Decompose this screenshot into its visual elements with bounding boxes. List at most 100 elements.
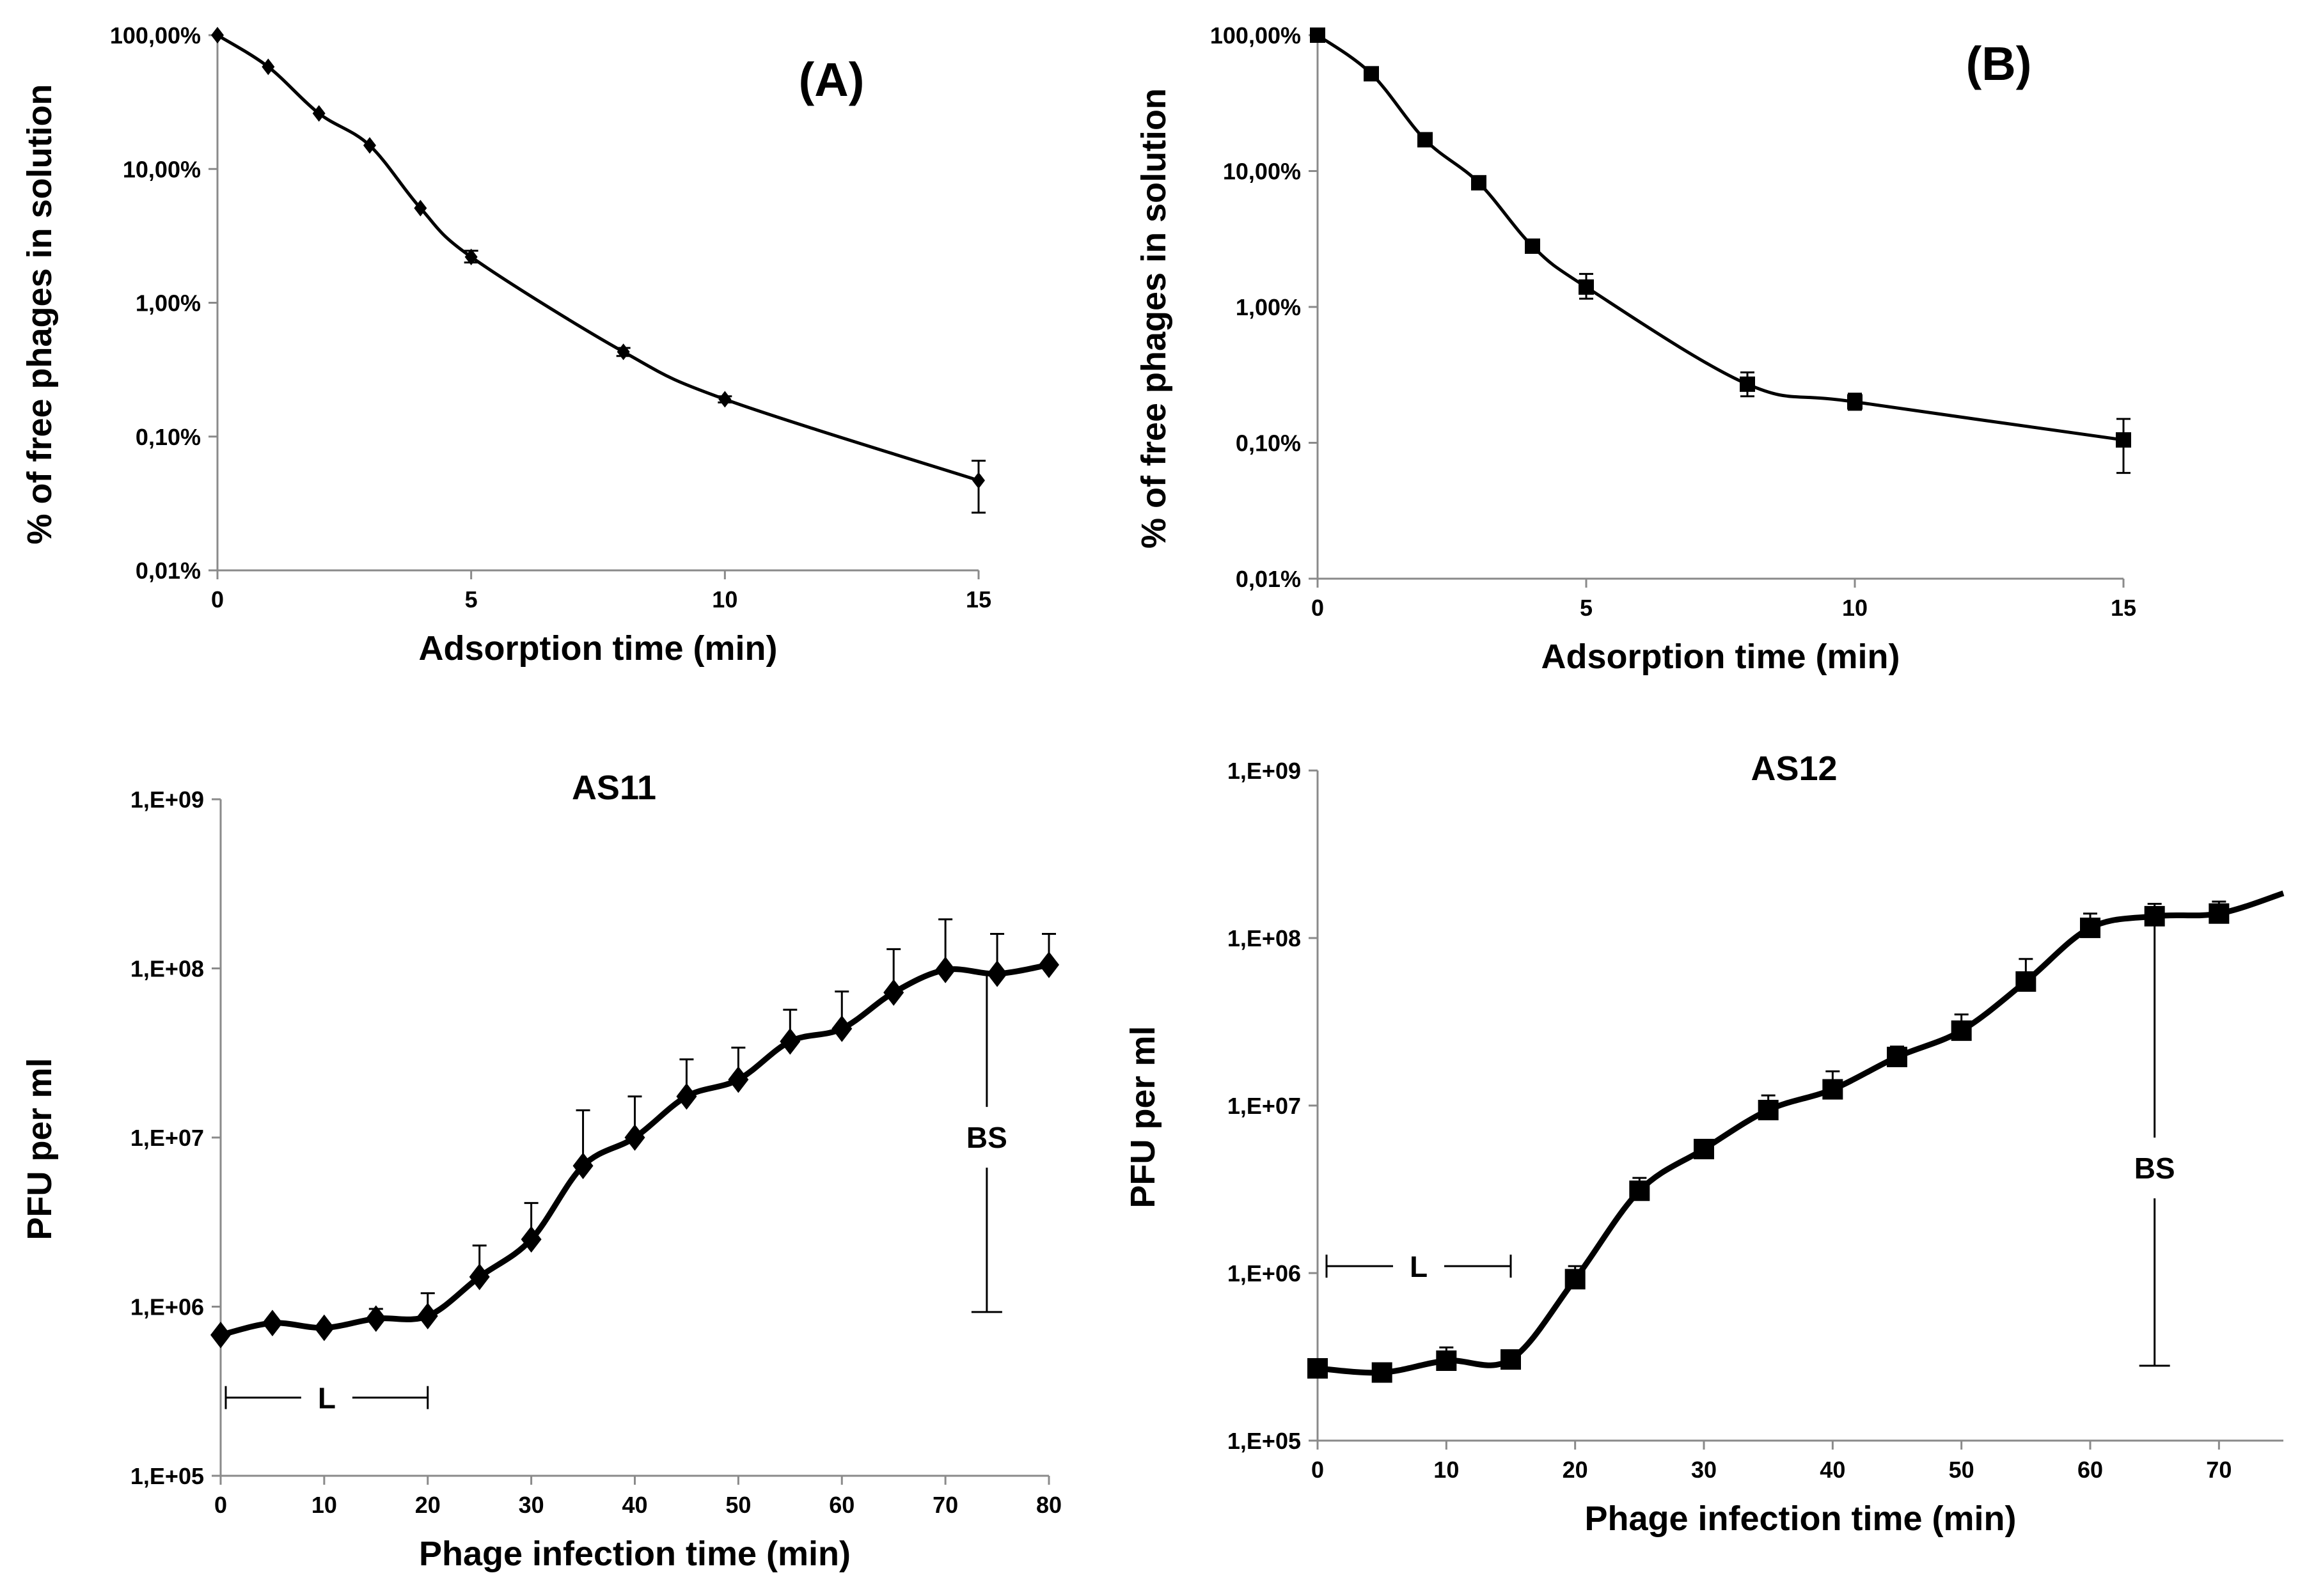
data-point (312, 105, 326, 122)
data-point (2080, 918, 2100, 939)
data-point (1525, 238, 1540, 254)
x-axis-label: Phage infection time (min) (1584, 1499, 2016, 1538)
x-axis-label: Adsorption time (min) (1541, 638, 1900, 676)
y-tick-label: 100,00% (1210, 22, 1301, 49)
data-point (2015, 971, 2036, 992)
x-tick-label: 60 (829, 1492, 855, 1518)
latency-label: L (318, 1382, 336, 1415)
x-tick-label: 0 (1311, 1457, 1324, 1483)
y-tick-label: 1,E+05 (1227, 1428, 1301, 1454)
data-point (1951, 1020, 1972, 1041)
panel-as11-growth-chart: 1,E+09 1,E+08 1,E+07 1,E+06 1,E+05 0 10 20 30 40 5… (20, 769, 1062, 1573)
data-point (1822, 1079, 1843, 1100)
y-tick-label: 1,00% (1236, 294, 1301, 320)
x-tick-label: 10 (311, 1492, 337, 1518)
x-tick-label: 10 (1842, 595, 1868, 621)
x-tick-label: 30 (1691, 1457, 1717, 1483)
data-point (1740, 376, 1755, 392)
burst-size-label: BS (966, 1121, 1007, 1154)
y-axis-label: PFU per ml (1124, 1026, 1162, 1208)
burst-size-label: BS (2134, 1152, 2175, 1185)
x-axis-label: Adsorption time (min) (419, 629, 778, 668)
y-tick-label: 100,00% (110, 22, 201, 49)
data-point (1629, 1180, 1650, 1201)
x-tick-label: 70 (933, 1492, 958, 1518)
data-point (1501, 1349, 1521, 1370)
x-axis-label: Phage infection time (min) (419, 1535, 851, 1573)
chart-title: AS11 (572, 769, 656, 807)
y-tick-label: 1,E+08 (1227, 925, 1301, 951)
panel-label: (B) (1966, 37, 2032, 90)
data-point (2116, 432, 2131, 448)
panel-as12-growth-chart: 1,E+09 1,E+08 1,E+07 1,E+06 1,E+05 0 10 20 30 40 5… (1124, 749, 2285, 1538)
data-point (521, 1226, 542, 1253)
data-point (972, 472, 985, 489)
data-point (728, 1066, 749, 1093)
data-point (469, 1264, 490, 1290)
x-tick-label: 10 (1433, 1457, 1459, 1483)
x-tick-label: 40 (622, 1492, 647, 1518)
x-tick-label: 70 (2206, 1457, 2232, 1483)
data-point (1417, 132, 1433, 148)
y-tick-label: 1,E+08 (130, 956, 204, 982)
y-axis-label: % of free phages in solution (20, 84, 59, 544)
x-tick-label: 20 (415, 1492, 441, 1518)
x-tick-label: 0 (214, 1492, 227, 1518)
x-tick-label: 10 (712, 586, 737, 613)
data-point (414, 199, 427, 217)
x-tick-label: 30 (519, 1492, 544, 1518)
panel-label: (A) (799, 53, 865, 106)
y-axis-label: % of free phages in solution (1135, 88, 1173, 549)
x-tick-label: 15 (2111, 595, 2136, 621)
x-tick-label: 0 (211, 586, 224, 613)
x-tick-label: 20 (1563, 1457, 1588, 1483)
data-point (935, 957, 956, 983)
x-tick-label: 50 (1949, 1457, 1974, 1483)
data-point (831, 1015, 853, 1042)
data-point (1847, 394, 1863, 410)
y-axis-label: PFU per ml (20, 1058, 59, 1240)
data-point (987, 960, 1008, 987)
data-point (262, 1310, 283, 1336)
y-tick-label: 0,01% (136, 558, 201, 584)
series-line (216, 33, 979, 482)
data-point (262, 58, 275, 75)
x-tick-label: 5 (1580, 595, 1593, 621)
x-tick-label: 15 (966, 586, 991, 613)
data-point (313, 1314, 335, 1342)
latency-label: L (1410, 1250, 1428, 1283)
y-tick-label: 1,E+09 (130, 786, 204, 813)
data-point (624, 1124, 645, 1151)
series-line (1317, 890, 2285, 1376)
y-tick-label: 0,01% (1236, 566, 1301, 592)
y-tick-label: 0,10% (1236, 430, 1301, 457)
x-tick-label: 5 (465, 586, 478, 613)
data-point (676, 1083, 697, 1110)
data-point (1310, 27, 1325, 43)
data-point (464, 248, 478, 265)
data-point (1436, 1350, 1457, 1371)
data-point (1371, 1362, 1392, 1383)
y-tick-label: 0,10% (136, 424, 201, 450)
y-tick-label: 10,00% (1223, 159, 1301, 185)
panel-a-adsorption-chart: 100,00% 10,00% 1,00% 0,10% 0,01% 0 5 10 15 Adsorp… (20, 22, 991, 668)
chart-title: AS12 (1751, 749, 1837, 788)
x-tick-label: 60 (2077, 1457, 2103, 1483)
x-tick-label: 80 (1036, 1492, 1062, 1518)
y-tick-label: 1,00% (136, 290, 201, 317)
series-line (1316, 33, 2124, 442)
panel-b-adsorption-chart: 100,00% 10,00% 1,00% 0,10% 0,01% 0 5 10 15 Adsorp… (1135, 22, 2136, 676)
data-point (417, 1303, 438, 1329)
data-point (883, 979, 904, 1006)
y-tick-label: 1,E+07 (1227, 1093, 1301, 1119)
data-point (1564, 1269, 1586, 1290)
data-point (1364, 66, 1379, 82)
x-tick-label: 50 (725, 1492, 751, 1518)
y-tick-label: 1,E+05 (130, 1463, 204, 1489)
data-point (1887, 1047, 1907, 1068)
data-point (617, 343, 630, 361)
y-tick-label: 1,E+09 (1227, 758, 1301, 784)
data-point (780, 1028, 801, 1055)
y-tick-label: 1,E+06 (1227, 1260, 1301, 1287)
